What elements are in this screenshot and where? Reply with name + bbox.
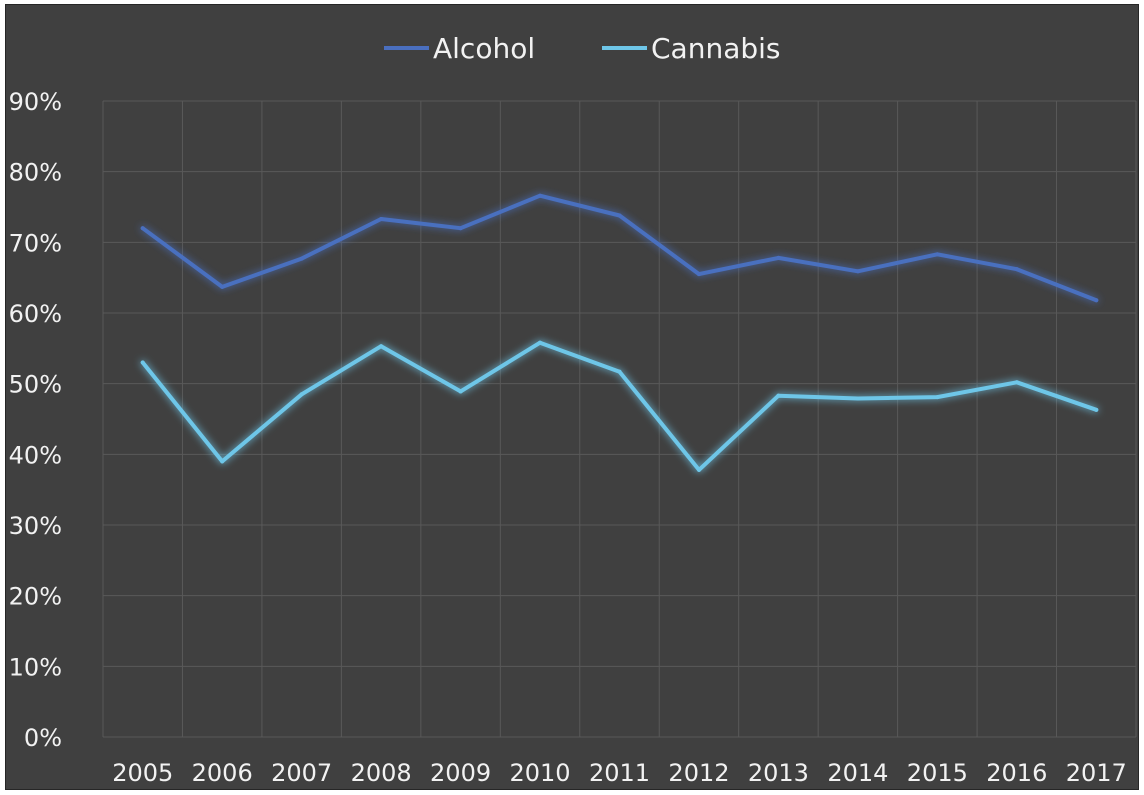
x-tick-label: 2013 (748, 759, 809, 787)
alcohol-point (1014, 267, 1019, 272)
legend: Alcohol Cannabis (384, 32, 781, 65)
x-tick-label: 2005 (112, 759, 173, 787)
alcohol-point (935, 252, 940, 257)
y-tick-label: 30% (9, 512, 62, 540)
x-tick-label: 2017 (1066, 759, 1127, 787)
cannabis-point (538, 340, 543, 345)
alcohol-point (220, 284, 225, 289)
y-tick-label: 50% (9, 371, 62, 399)
y-tick-label: 40% (9, 441, 62, 469)
alcohol-point (538, 193, 543, 198)
cannabis-point (220, 459, 225, 464)
cannabis-point (935, 395, 940, 400)
cannabis-point (458, 389, 463, 394)
alcohol-point (776, 255, 781, 260)
x-tick-label: 2008 (351, 759, 412, 787)
cannabis-point (1094, 407, 1099, 412)
y-tick-label: 10% (9, 653, 62, 681)
chart-frame (5, 4, 1139, 790)
legend-label-cannabis: Cannabis (651, 32, 781, 65)
y-tick-label: 60% (9, 300, 62, 328)
alcohol-point (379, 217, 384, 222)
alcohol-point (855, 269, 860, 274)
y-tick-label: 80% (9, 159, 62, 187)
x-tick-label: 2012 (668, 759, 729, 787)
y-axis: 0% 10% 20% 30% 40% 50% 60% 70% 80% 90% (9, 88, 62, 752)
series-lines (140, 193, 1099, 472)
y-tick-label: 90% (9, 88, 62, 116)
legend-label-alcohol: Alcohol (433, 32, 535, 65)
alcohol-point (1094, 298, 1099, 303)
y-tick-label: 0% (24, 724, 62, 752)
x-tick-label: 2007 (271, 759, 332, 787)
x-tick-label: 2009 (430, 759, 491, 787)
x-tick-label: 2006 (192, 759, 253, 787)
y-tick-label: 70% (9, 229, 62, 257)
alcohol-point (617, 213, 622, 218)
grid (102, 100, 1137, 738)
cannabis-point (140, 360, 145, 365)
cannabis-point (1014, 380, 1019, 385)
x-tick-label: 2015 (907, 759, 968, 787)
alcohol-line (140, 193, 1099, 303)
cannabis-point (696, 467, 701, 472)
x-tick-label: 2014 (827, 759, 888, 787)
cannabis-point (776, 393, 781, 398)
x-tick-label: 2010 (509, 759, 570, 787)
alcohol-point (696, 272, 701, 277)
cannabis-point (299, 392, 304, 397)
cannabis-line (140, 340, 1099, 472)
cannabis-point (379, 344, 384, 349)
cannabis-point (855, 396, 860, 401)
alcohol-point (299, 256, 304, 261)
x-tick-label: 2011 (589, 759, 650, 787)
alcohol-point (458, 226, 463, 231)
alcohol-point (140, 226, 145, 231)
y-tick-label: 20% (9, 583, 62, 611)
x-tick-label: 2016 (986, 759, 1047, 787)
x-axis: 2005 2006 2007 2008 2009 2010 2011 2012 2013 2014… (112, 759, 1127, 787)
cannabis-point (617, 369, 622, 374)
